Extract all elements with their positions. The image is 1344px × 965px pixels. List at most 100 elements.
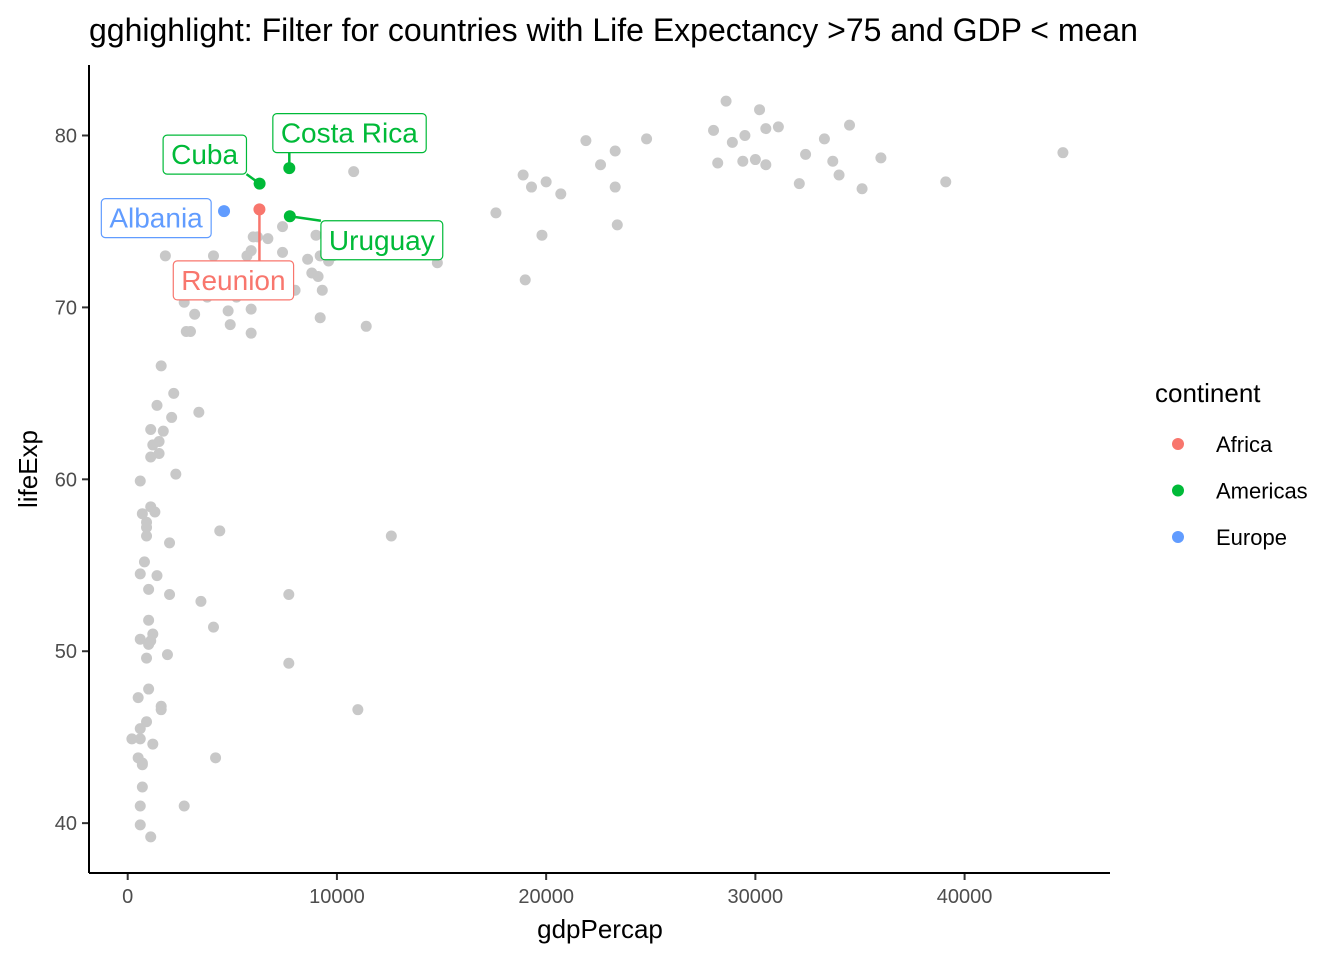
background-point <box>760 159 772 171</box>
background-point <box>210 752 222 764</box>
background-point <box>141 652 153 664</box>
background-point <box>166 411 178 423</box>
background-point <box>141 530 153 542</box>
background-point <box>136 781 148 793</box>
callout-label-box <box>172 260 295 301</box>
x-tick-label: 10000 <box>309 886 365 908</box>
background-point <box>147 738 159 750</box>
background-point <box>151 570 163 582</box>
background-point <box>134 568 146 580</box>
background-point <box>143 683 155 695</box>
background-point <box>147 439 159 451</box>
background-point <box>856 183 868 195</box>
background-point <box>134 733 146 745</box>
background-point <box>193 406 205 418</box>
background-point <box>245 327 257 339</box>
background-point <box>818 133 830 145</box>
background-point <box>540 176 552 188</box>
background-point <box>555 188 567 200</box>
background-point <box>149 506 161 518</box>
background-point <box>875 152 887 164</box>
background-point <box>143 583 155 595</box>
callout-uruguay: Uruguay <box>289 215 444 261</box>
background-point <box>519 274 531 286</box>
x-tick-label: 30000 <box>728 886 784 908</box>
callout-label-box <box>320 220 444 261</box>
background-point <box>708 124 720 136</box>
background-point <box>385 530 397 542</box>
x-tick-label: 20000 <box>518 886 574 908</box>
background-point <box>760 123 772 135</box>
background-point <box>224 319 236 331</box>
legend-label: Africa <box>1216 432 1273 457</box>
background-point <box>178 800 190 812</box>
highlight-callouts: Costa Rica Cuba Uruguay Reunion Albania <box>100 113 444 301</box>
background-point <box>262 233 274 245</box>
background-point <box>595 159 607 171</box>
background-point <box>754 104 766 116</box>
background-point <box>184 325 196 337</box>
background-point <box>164 537 176 549</box>
background-point <box>641 133 653 145</box>
background-point <box>726 136 738 148</box>
background-point <box>195 595 207 607</box>
y-tick-label: 70 <box>55 297 77 319</box>
background-point <box>348 166 360 178</box>
background-point <box>793 178 805 190</box>
background-point <box>143 614 155 626</box>
highlighted-point <box>253 203 266 216</box>
background-point <box>844 119 856 131</box>
background-point <box>164 588 176 600</box>
background-point <box>157 425 169 437</box>
highlighted-point <box>283 210 296 223</box>
background-point <box>245 303 257 315</box>
legend-key <box>1172 438 1184 450</box>
background-point <box>940 176 952 188</box>
background-point <box>138 556 150 568</box>
legend: Africa Americas Europe <box>1172 432 1308 550</box>
callout-costa-rica: Costa Rica <box>272 113 427 169</box>
background-point <box>517 169 529 181</box>
background-point <box>526 181 538 193</box>
background-point <box>609 181 621 193</box>
background-point <box>136 508 148 520</box>
legend-title: continent <box>1155 378 1261 408</box>
background-point <box>126 733 138 745</box>
x-tick-label: 0 <box>122 886 133 908</box>
background-point <box>1057 147 1069 159</box>
legend-label: Europe <box>1216 525 1287 550</box>
callout-label-box <box>162 134 248 175</box>
background-point <box>155 704 167 716</box>
background-point <box>170 468 182 480</box>
background-point <box>277 221 289 233</box>
background-point <box>314 312 326 324</box>
background-point <box>189 308 201 320</box>
background-point <box>360 320 372 332</box>
background-point <box>739 129 751 141</box>
axis-ticks: 0 10000 20000 30000 40000 40 50 60 70 80 <box>55 125 993 908</box>
background-point <box>134 475 146 487</box>
highlighted-point <box>253 177 266 190</box>
y-tick-label: 60 <box>55 469 77 491</box>
background-point <box>833 169 845 181</box>
callout-label-box <box>272 113 427 154</box>
background-point <box>241 250 253 262</box>
legend-key <box>1172 484 1184 497</box>
background-point <box>155 360 167 372</box>
background-point <box>310 229 322 241</box>
background-point <box>214 525 226 537</box>
callout-cuba: Cuba <box>162 134 261 185</box>
chart-title: gghighlight: Filter for countries with L… <box>89 12 1138 48</box>
legend-key <box>1172 531 1184 543</box>
background-point <box>536 229 548 241</box>
highlighted-point <box>283 162 296 175</box>
callout-label: Cuba <box>171 139 238 170</box>
highlighted-point <box>218 205 231 218</box>
callout-label-box <box>100 198 212 239</box>
background-point <box>302 253 314 265</box>
background-point <box>161 649 173 661</box>
background-point <box>316 284 328 296</box>
background-point <box>222 305 234 317</box>
